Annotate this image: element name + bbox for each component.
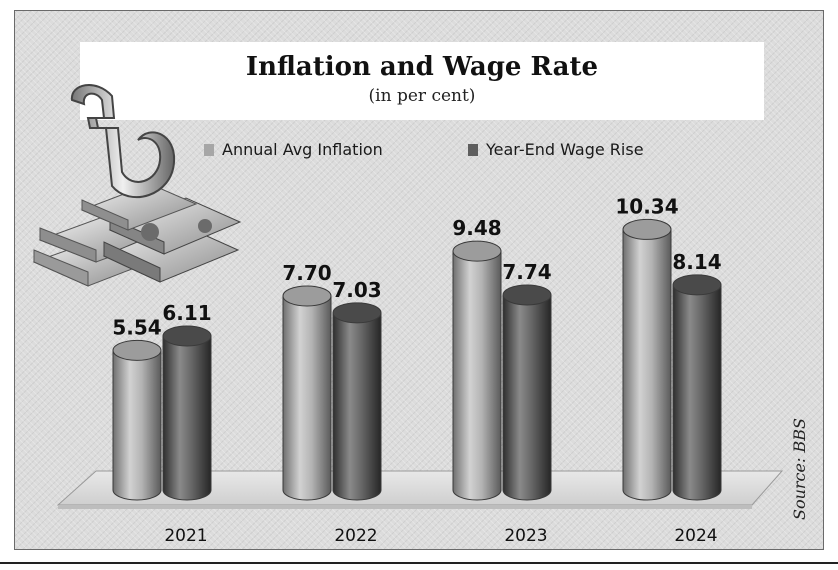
legend-label-wage: Year-End Wage Rise [486, 140, 644, 159]
value-label-2022-wage: 7.03 [332, 278, 381, 302]
taka-currency-icon [32, 83, 242, 287]
legend-swatch-inflation [204, 143, 214, 156]
value-label-2021-wage: 6.11 [162, 301, 211, 325]
legend-label-inflation: Annual Avg Inflation [222, 140, 383, 159]
chart-subtitle: (in per cent) [368, 86, 476, 106]
source-label: Source: BBS [790, 418, 809, 520]
money-stack-icon [32, 183, 242, 287]
value-label-2024-inflation: 10.34 [615, 194, 678, 218]
value-label-2023-inflation: 9.48 [452, 216, 501, 240]
value-label-2024-wage: 8.14 [672, 250, 721, 274]
bar-2022-inflation [282, 285, 332, 501]
bar-2021-wage [162, 325, 212, 501]
bar-2023-inflation [452, 240, 502, 501]
labels-layer: 5.546.11 2021 7.707.03 2022 9.487.74 2023 10.3… [112, 194, 721, 546]
value-label-2023-wage: 7.74 [502, 260, 551, 284]
bar-2024-wage [672, 274, 722, 501]
bar-2023-wage [502, 284, 552, 501]
category-label-2022: 2022 [334, 526, 377, 546]
legend-item-inflation: Annual Avg Inflation [204, 140, 383, 159]
value-label-2022-inflation: 7.70 [282, 261, 331, 285]
legend-swatch-wage [468, 143, 478, 156]
taka-symbol-icon [70, 83, 176, 199]
bottom-rule [0, 562, 838, 564]
chart-floor-edge [58, 505, 752, 509]
legend-item-wage: Year-End Wage Rise [468, 140, 644, 159]
category-label-2023: 2023 [504, 526, 547, 546]
bar-2022-wage [332, 302, 382, 501]
category-label-2021: 2021 [164, 526, 207, 546]
category-label-2024: 2024 [674, 526, 717, 546]
chart-title: Inflation and Wage Rate [245, 52, 599, 82]
value-label-2021-inflation: 5.54 [112, 315, 161, 339]
bar-2021-inflation [112, 339, 162, 501]
bars-layer [112, 218, 722, 501]
bar-2024-inflation [622, 218, 672, 501]
title-box: Inflation and Wage Rate (in per cent) [80, 42, 764, 120]
